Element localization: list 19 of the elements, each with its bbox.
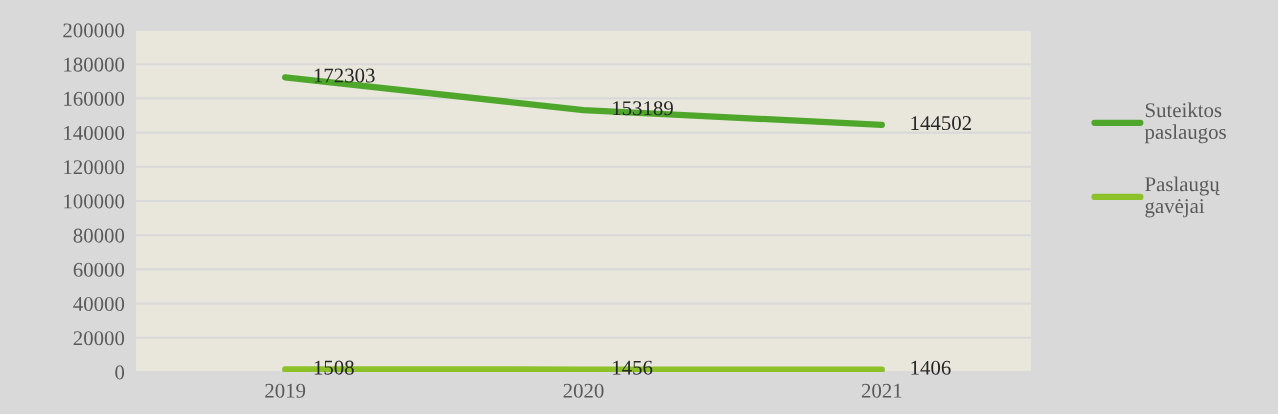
y-tick-label: 0	[115, 365, 125, 380]
legend-label: Suteiktos paslaugos	[1144, 102, 1226, 144]
x-tick-label: 2020	[563, 383, 604, 398]
y-tick-label: 60000	[73, 262, 125, 277]
y-tick-label: 120000	[64, 160, 125, 175]
y-tick-label: 80000	[73, 228, 125, 243]
y-tick-label: 200000	[63, 23, 125, 38]
y-tick-label: 100000	[64, 194, 125, 209]
legend-label: Paslaugų gavėjai	[1145, 176, 1220, 218]
data-label: 172303	[314, 68, 375, 83]
y-tick-label: 180000	[64, 57, 125, 72]
y-tick-label: 40000	[73, 296, 125, 312]
y-tick-label: 20000	[73, 331, 125, 346]
y-tick-label: 140000	[64, 125, 125, 141]
data-label: 144502	[911, 116, 971, 131]
x-tick-label: 2021	[861, 383, 902, 398]
y-tick-label: 160000	[64, 91, 125, 106]
x-tick-label: 2019	[265, 383, 306, 398]
data-label: 1406	[911, 360, 951, 375]
